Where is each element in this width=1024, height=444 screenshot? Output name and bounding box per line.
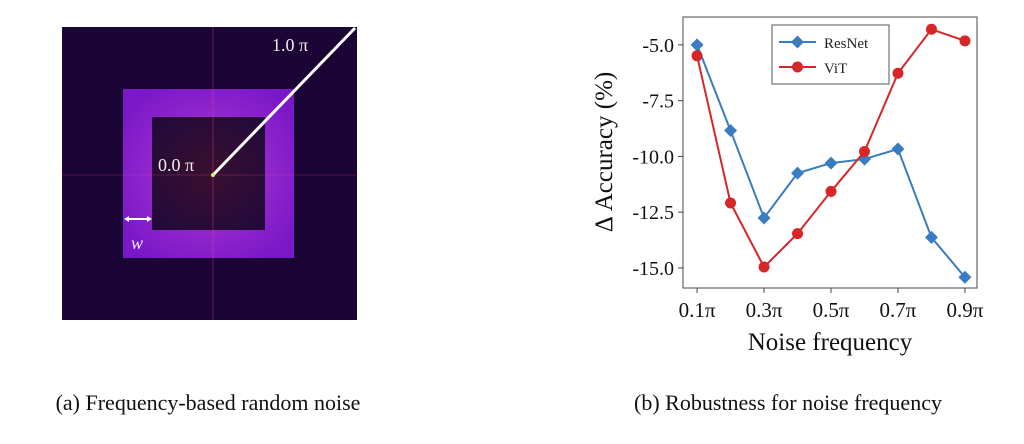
radius-line	[211, 26, 357, 177]
y-tick-label: -7.5	[642, 91, 674, 113]
legend-resnet-marker	[791, 35, 804, 49]
caption-a: (a) Frequency-based random noise	[55, 390, 361, 415]
outer-frequency-label: 1.0 π	[272, 35, 308, 55]
y-tick-label: -10.0	[632, 146, 674, 168]
inner-low-frequency-region	[152, 117, 265, 230]
caption-b: (b) Robustness for noise frequency	[634, 390, 942, 415]
x-tick-label: 0.1π	[679, 298, 716, 322]
vit-point	[825, 185, 837, 197]
resnet-point	[958, 270, 972, 284]
vit-point	[792, 228, 804, 240]
resnet-point	[724, 124, 738, 138]
vit-point	[959, 35, 971, 47]
resnet-point	[891, 142, 905, 156]
resnet-point	[924, 230, 938, 244]
vit-point	[858, 145, 870, 157]
legend: ResNet ViT	[771, 24, 890, 85]
resnet-point	[791, 166, 805, 180]
x-tick-label: 0.7π	[880, 298, 917, 322]
vit-point	[758, 261, 770, 273]
band-width-label: w	[131, 233, 143, 253]
x-tick-label: 0.3π	[746, 298, 783, 322]
x-tick-label: 0.9π	[947, 298, 984, 322]
accuracy-line-chart: -5.0 -7.5 -10.0 -12.5 -15.0 0.1π 0.3π 0.5π 0.7π…	[591, 16, 984, 356]
vit-point	[892, 67, 904, 79]
y-tick-label: -12.5	[632, 202, 674, 224]
resnet-point	[824, 156, 838, 170]
x-tick-label: 0.5π	[813, 298, 850, 322]
x-axis-label: Noise frequency	[748, 329, 913, 356]
center-point	[211, 173, 215, 177]
frequency-spectrum-image: 1.0 π 0.0 π w	[62, 26, 357, 320]
resnet-point	[757, 211, 771, 225]
y-tick-label: -15.0	[632, 258, 674, 280]
legend-vit-marker	[792, 61, 803, 73]
y-axis-label: Δ Accuracy (%)	[591, 72, 618, 232]
vit-point	[725, 197, 737, 209]
y-tick-label: -5.0	[642, 35, 674, 57]
legend-vit-label: ViT	[824, 61, 847, 77]
legend-resnet-label: ResNet	[824, 36, 869, 52]
center-frequency-label: 0.0 π	[158, 155, 194, 175]
vit-point	[925, 23, 937, 35]
vit-point	[691, 50, 703, 62]
resnet-point	[690, 38, 704, 52]
